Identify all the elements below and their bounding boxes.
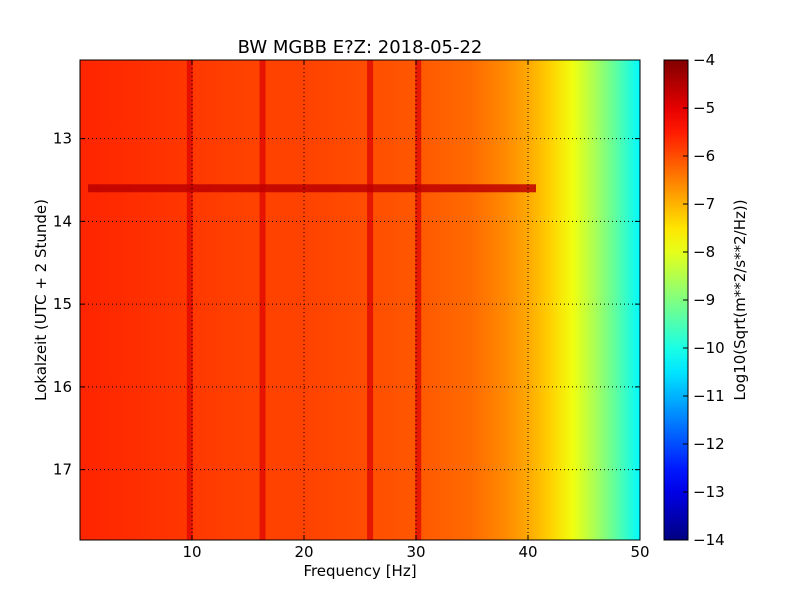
broadband-event — [88, 184, 536, 193]
plot-area: 10 20 30 40 50 13 14 15 16 17 — [53, 59, 650, 561]
narrowband-lines — [186, 60, 422, 540]
chart-title: BW MGBB E?Z: 2018-05-22 — [238, 37, 483, 58]
colorbar: −4 −5 −6 −7 −8 −9 −10 −11 −12 −13 −14 — [663, 51, 725, 549]
colorbar-tick-label: −7 — [693, 195, 715, 213]
plot-frame — [79, 59, 641, 541]
x-tick-label: 40 — [518, 543, 537, 561]
x-axis-ticks: 10 20 30 40 50 — [182, 60, 650, 561]
y-tick-label: 16 — [53, 378, 72, 396]
x-tick-label: 50 — [630, 543, 649, 561]
colorbar-tick-label: −9 — [693, 291, 715, 309]
spectrogram-heatmap — [80, 60, 640, 540]
narrowband-line — [259, 60, 266, 540]
colorbar-tick-label: −10 — [693, 339, 725, 357]
narrowband-line — [186, 60, 193, 540]
narrowband-line — [367, 60, 374, 540]
colorbar-tick-label: −6 — [693, 147, 715, 165]
colorbar-tick-label: −8 — [693, 243, 715, 261]
y-tick-label: 13 — [53, 130, 72, 148]
heatmap-base — [80, 60, 640, 540]
y-tick-label: 15 — [53, 295, 72, 313]
colorbar-ticks: −4 −5 −6 −7 −8 −9 −10 −11 −12 −13 −14 — [683, 51, 725, 549]
colorbar-tick-label: −11 — [693, 387, 725, 405]
x-axis-label: Frequency [Hz] — [303, 562, 416, 580]
colorbar-tick-label: −12 — [693, 435, 725, 453]
colorbar-tick-label: −4 — [693, 51, 715, 69]
y-tick-label: 14 — [53, 212, 72, 230]
x-tick-label: 10 — [182, 543, 201, 561]
grid-lines — [80, 60, 640, 540]
x-tick-label: 20 — [294, 543, 313, 561]
colorbar-label: Log10(Sqrt(m**2/s**2/Hz)) — [731, 199, 749, 400]
colorbar-tick-label: −13 — [693, 483, 725, 501]
broadband-event-band — [88, 184, 536, 193]
y-tick-label: 17 — [53, 461, 72, 479]
y-axis-ticks: 13 14 15 16 17 — [53, 130, 640, 479]
colorbar-tick-label: −14 — [693, 531, 725, 549]
narrowband-line — [415, 60, 422, 540]
colorbar-tick-label: −5 — [693, 99, 715, 117]
y-axis-label: Lokalzeit (UTC + 2 Stunde) — [32, 199, 50, 401]
x-tick-label: 30 — [406, 543, 425, 561]
